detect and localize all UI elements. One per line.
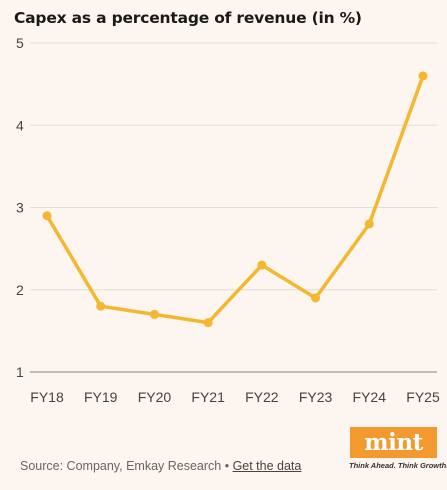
data-point (203, 318, 213, 328)
line-chart: 1 2 3 4 5 FY18 FY19 FY20 FY21 FY22 FY23 FY24 FY25 (16, 35, 440, 405)
x-tick-label: FY22 (245, 389, 279, 405)
series-line-layer (45, 74, 425, 325)
x-tick-label: FY25 (406, 389, 440, 405)
data-point (418, 71, 428, 81)
source-text: Source: Company, Emkay Research • (20, 459, 233, 473)
y-tick-label: 1 (16, 364, 24, 380)
y-tick-label: 3 (16, 200, 24, 216)
y-axis-ticks: 1 2 3 4 5 (16, 35, 24, 380)
get-the-data-link[interactable]: Get the data (232, 459, 302, 473)
x-tick-label: FY21 (191, 389, 225, 405)
data-point (96, 301, 106, 311)
x-tick-label: FY24 (353, 389, 387, 405)
grid-layer (30, 42, 437, 373)
chart-title: Capex as a percentage of revenue (in %) (14, 9, 362, 27)
x-tick-label: FY18 (30, 389, 64, 405)
y-tick-label: 4 (16, 117, 24, 133)
data-point (311, 293, 321, 303)
x-tick-label: FY20 (138, 389, 172, 405)
data-point (149, 309, 159, 319)
data-point (364, 219, 374, 229)
x-axis-ticks: FY18 FY19 FY20 FY21 FY22 FY23 FY24 FY25 (30, 389, 440, 405)
source-footer: Source: Company, Emkay Research • Get th… (20, 459, 301, 473)
mint-logo: mint (350, 427, 437, 458)
x-tick-label: FY19 (84, 389, 118, 405)
y-tick-label: 5 (16, 35, 24, 51)
x-tick-label: FY23 (299, 389, 333, 405)
data-point (257, 260, 267, 270)
series-line (45, 74, 425, 325)
data-point-layer (42, 71, 428, 328)
data-point (42, 211, 52, 221)
logo-tagline: Think Ahead. Think Growth. (349, 461, 447, 470)
y-tick-label: 2 (16, 282, 24, 298)
